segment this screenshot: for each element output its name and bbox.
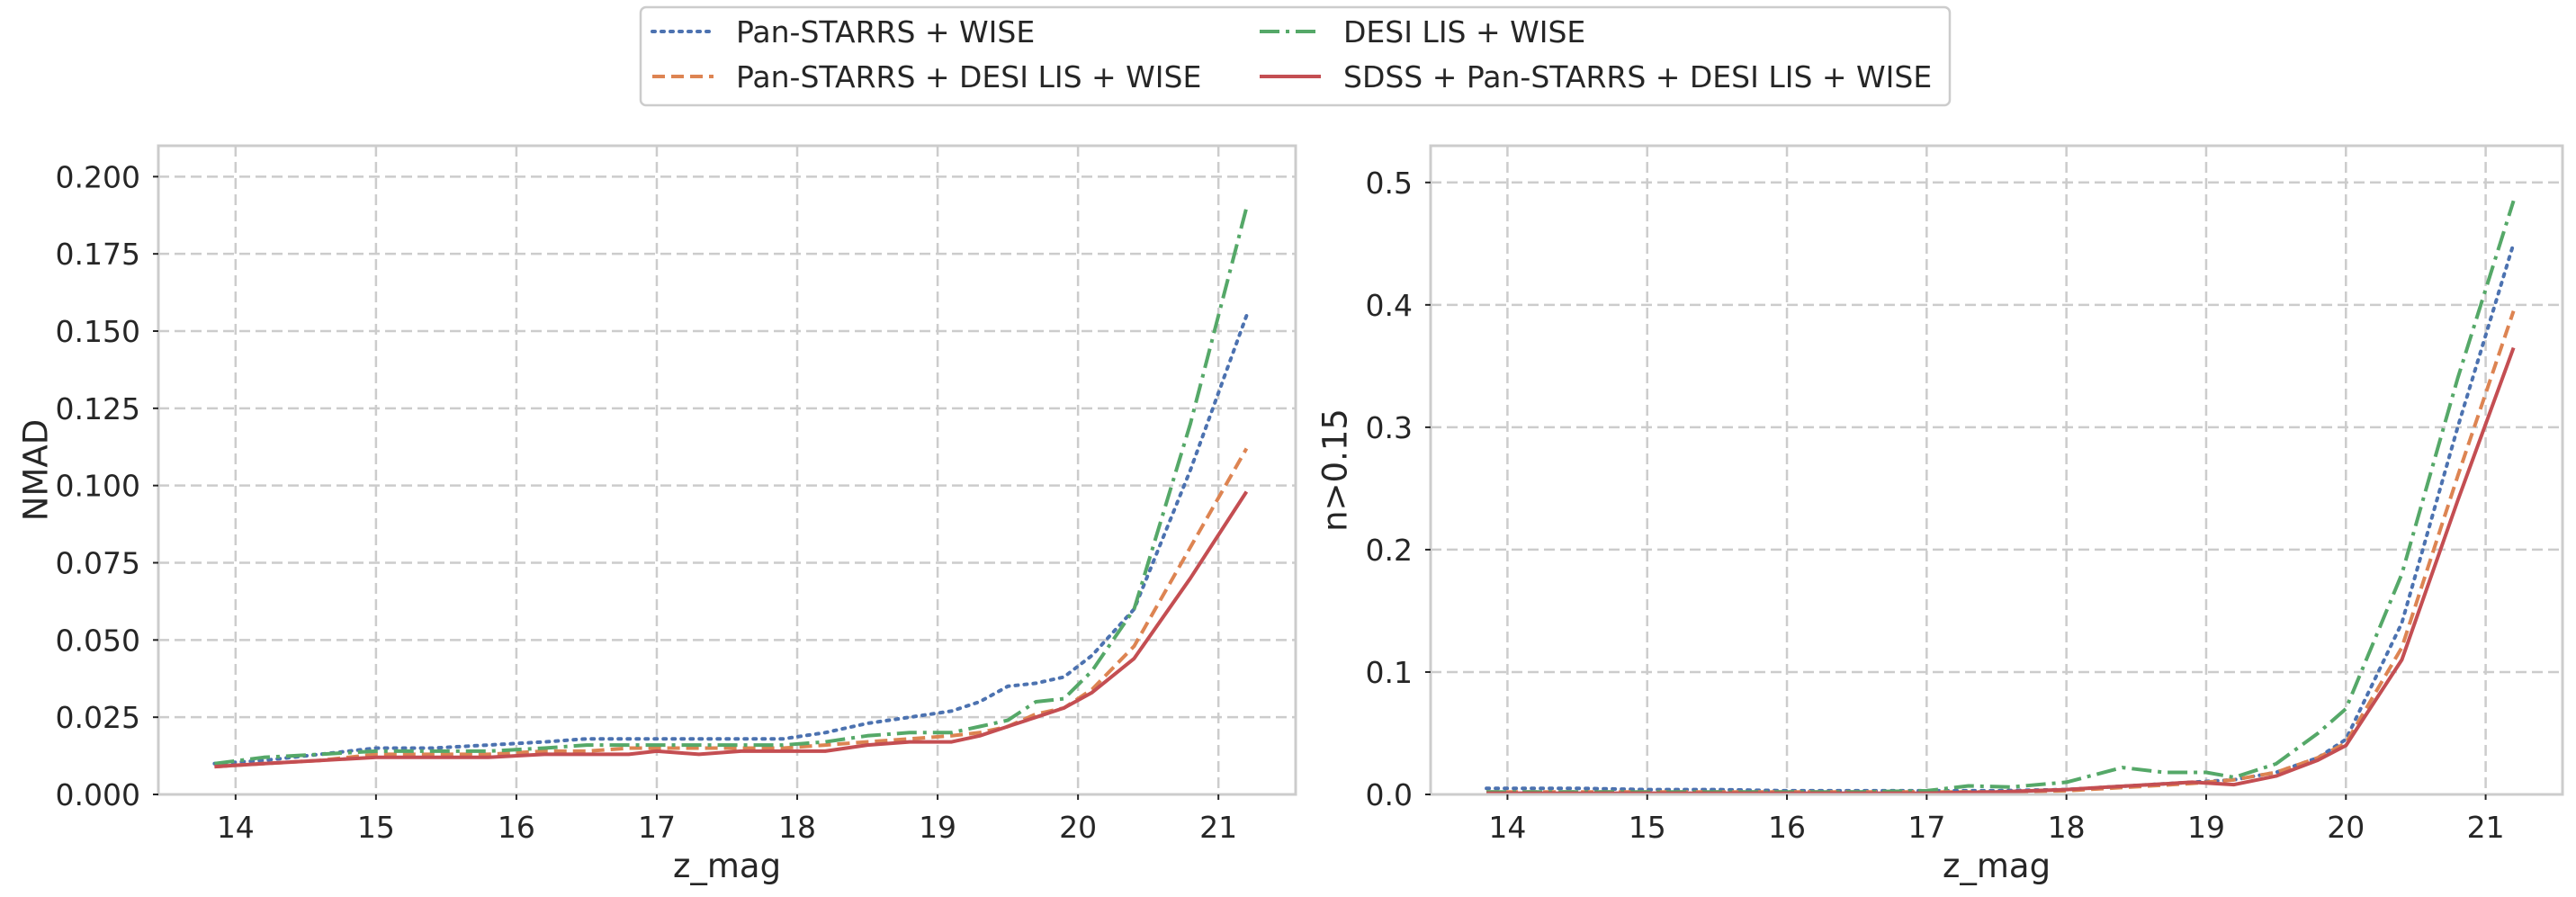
x-tick-label: 20: [2327, 810, 2365, 845]
legend-entry-label: Pan-STARRS + WISE: [736, 14, 1035, 49]
x-tick-label: 15: [357, 810, 395, 845]
x-tick-label: 16: [498, 810, 535, 845]
series-line-dashed: [214, 447, 1249, 769]
x-tick-label: 20: [1059, 810, 1097, 845]
y-tick-label: 0.075: [56, 546, 140, 581]
y-tick-label: 0.0: [1366, 777, 1413, 812]
y-tick-label: 0.2: [1366, 533, 1413, 568]
x-axis-label: z_mag: [1943, 847, 2051, 885]
series-line-dashed: [1486, 310, 2516, 794]
y-tick-label: 0.000: [56, 777, 140, 812]
y-tick-label: 0.100: [56, 469, 140, 504]
legend-entry-label: DESI LIS + WISE: [1343, 14, 1585, 49]
y-axis-label: NMAD: [17, 419, 56, 521]
x-tick-label: 16: [1768, 810, 1806, 845]
x-tick-label: 14: [217, 810, 255, 845]
series-line-dotted: [1485, 241, 2516, 793]
y-tick-label: 0.025: [56, 700, 140, 735]
legend-entry-label: Pan-STARRS + DESI LIS + WISE: [736, 59, 1201, 94]
x-tick-label: 21: [2467, 810, 2505, 845]
x-tick-label: 18: [2048, 810, 2086, 845]
y-tick-label: 0.125: [56, 391, 140, 426]
y-axis-label: n>0.15: [1316, 408, 1355, 532]
nmad-panel: 14 15 16 17 18 19 20 21 0.000 0.025 0.050 0.075 0.10…: [17, 144, 1297, 885]
x-tick-label: 15: [1629, 810, 1666, 845]
series-line-dotted: [212, 313, 1249, 766]
axes-frame: [157, 144, 1297, 796]
x-tick-label: 17: [638, 810, 676, 845]
x-tick-label: 18: [778, 810, 816, 845]
series-line-dashdot: [214, 207, 1249, 766]
y-tick-label: 0.5: [1366, 166, 1413, 201]
y-tick-label: 0.1: [1366, 655, 1413, 690]
legend-box: [639, 5, 1952, 107]
y-tick-label: 0.175: [56, 237, 140, 272]
x-tick-label: 14: [1488, 810, 1526, 845]
x-axis-label: z_mag: [673, 847, 781, 885]
y-tick-label: 0.200: [56, 159, 140, 194]
x-tick-label: 21: [1199, 810, 1237, 845]
x-tick-label: 19: [2187, 810, 2225, 845]
x-tick-label: 19: [919, 810, 956, 845]
y-tick-label: 0.3: [1366, 410, 1413, 445]
y-tick-label: 0.150: [56, 314, 140, 349]
series-line-dashdot: [1486, 200, 2516, 794]
series-line-solid: [1486, 346, 2516, 795]
x-tick-label: 17: [1907, 810, 1945, 845]
series-line-solid: [214, 490, 1249, 769]
outlier-fraction-panel: 14 15 16 17 18 19 20 21 0.0 0.1 0.2 0.3 0.4 0.5 z_mag n…: [1316, 144, 2564, 885]
legend: Pan-STARRS + WISE Pan-STARRS + DESI LIS +…: [639, 5, 1952, 107]
y-tick-label: 0.050: [56, 623, 140, 658]
legend-entry-label: SDSS + Pan-STARRS + DESI LIS + WISE: [1343, 59, 1932, 94]
axes-frame: [1429, 144, 2564, 796]
y-tick-label: 0.4: [1366, 288, 1413, 323]
